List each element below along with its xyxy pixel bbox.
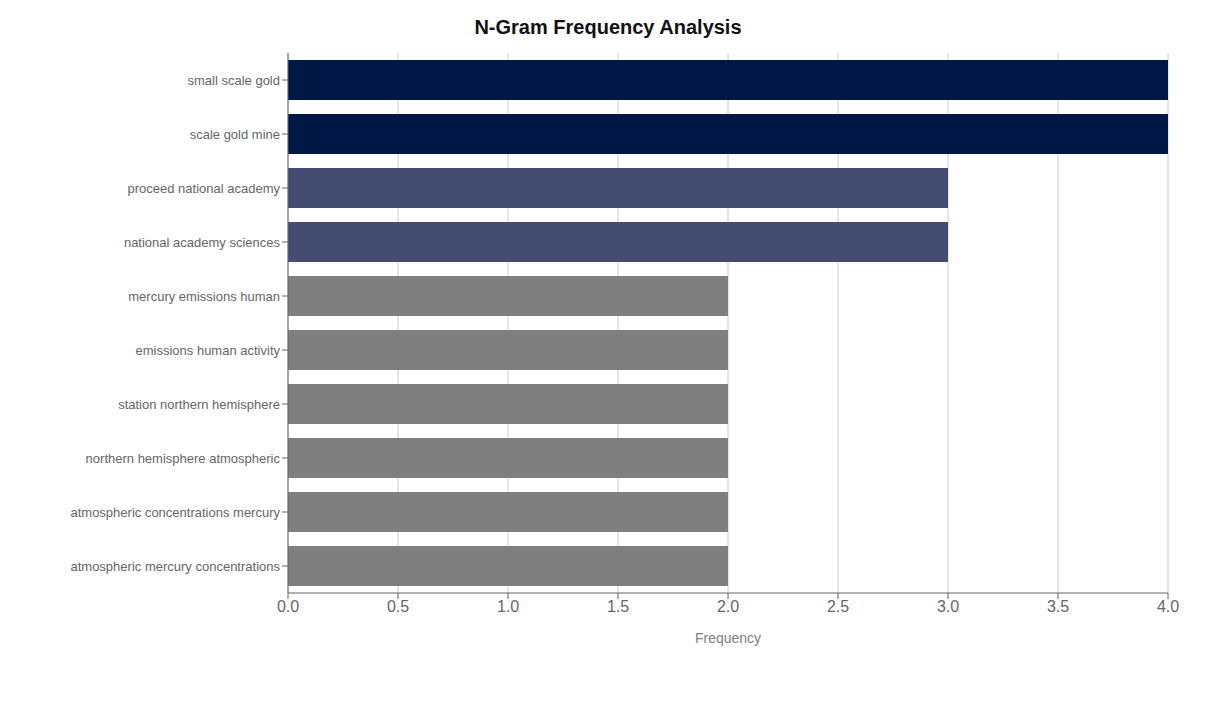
svg-text:mercury emissions human: mercury emissions human (128, 289, 280, 304)
svg-text:northern hemisphere atmospheri: northern hemisphere atmospheric (86, 451, 281, 466)
svg-text:1.0: 1.0 (497, 598, 519, 615)
svg-text:atmospheric concentrations mer: atmospheric concentrations mercury (70, 505, 280, 520)
svg-text:proceed national academy: proceed national academy (128, 181, 281, 196)
svg-text:0.5: 0.5 (387, 598, 409, 615)
svg-text:2.0: 2.0 (717, 598, 739, 615)
svg-text:2.5: 2.5 (827, 598, 849, 615)
svg-text:1.5: 1.5 (607, 598, 629, 615)
svg-text:emissions human activity: emissions human activity (136, 343, 281, 358)
svg-text:national academy sciences: national academy sciences (124, 235, 281, 250)
svg-text:atmospheric mercury concentrat: atmospheric mercury concentrations (70, 559, 280, 574)
html-text:N-Gram Frequency Analysis: N-Gram Frequency Analysis (474, 16, 742, 38)
svg-text:station northern hemisphere: station northern hemisphere (118, 397, 280, 412)
svg-text:4.0: 4.0 (1157, 598, 1179, 615)
svg-text:3.0: 3.0 (937, 598, 959, 615)
svg-text:0.0: 0.0 (277, 598, 299, 615)
svg-text:3.5: 3.5 (1047, 598, 1069, 615)
svg-text:scale gold mine: scale gold mine (190, 127, 280, 142)
svg-text:Frequency: Frequency (695, 630, 761, 646)
svg-text:small scale gold: small scale gold (188, 73, 281, 88)
